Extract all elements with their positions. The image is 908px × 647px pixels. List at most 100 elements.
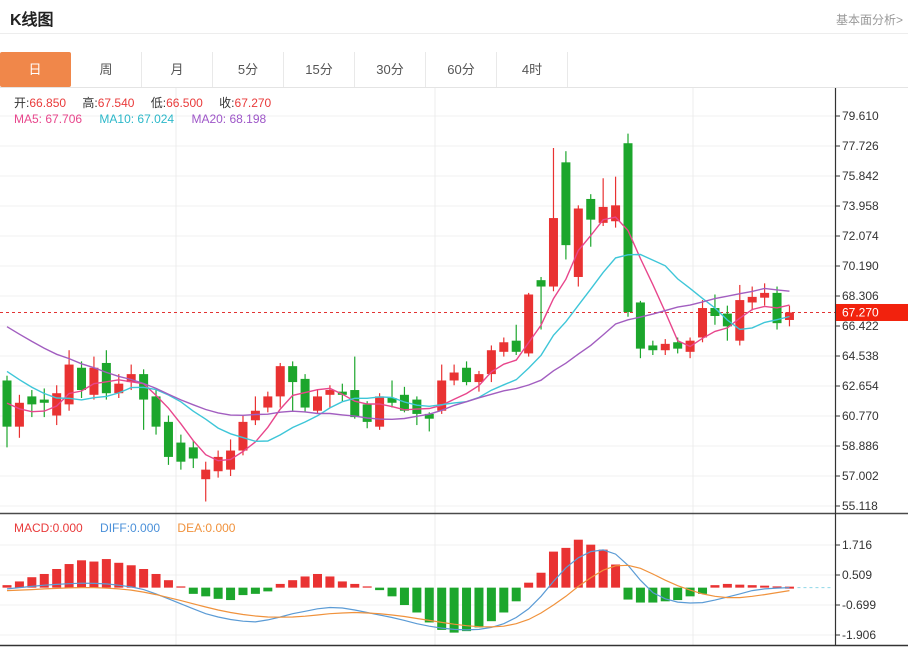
candle-body	[263, 396, 273, 408]
tab-月[interactable]: 月	[142, 52, 213, 87]
y-axis-label: 58.886	[842, 439, 879, 453]
macd-bar	[623, 587, 633, 600]
macd-bar	[710, 585, 720, 588]
macd-bar	[573, 539, 583, 588]
macd-bar	[263, 587, 273, 592]
macd-bar	[101, 559, 111, 588]
candle-body	[660, 343, 670, 351]
y-axis-label: 60.770	[842, 409, 879, 423]
macd-bar	[735, 584, 745, 588]
macd-bar	[462, 587, 472, 632]
candle-body	[474, 374, 484, 383]
diff-readout: DIFF:0.000	[100, 521, 161, 535]
macd-bar	[139, 569, 149, 588]
tab-60分[interactable]: 60分	[426, 52, 497, 87]
low-label: 低:	[150, 96, 167, 110]
macd-bar	[449, 587, 459, 633]
y-axis-label: 0.509	[842, 568, 872, 582]
candle-body	[424, 413, 434, 419]
candle-body	[735, 300, 745, 341]
macd-bar	[201, 587, 211, 597]
y-axis-label: 70.190	[842, 259, 879, 273]
macd-bar	[437, 587, 447, 630]
y-axis-label: 1.716	[842, 538, 872, 552]
candle-body	[325, 390, 335, 395]
ma20-line	[6, 287, 790, 421]
y-axis-label: -0.699	[842, 598, 876, 612]
high-value: 67.540	[97, 96, 135, 110]
candle-body	[27, 396, 37, 405]
candle-body	[313, 396, 322, 411]
macd-bar	[648, 587, 658, 603]
macd-bar	[325, 576, 335, 588]
macd-bar	[151, 573, 161, 588]
macd-bar	[213, 587, 223, 599]
candle-body	[64, 364, 74, 405]
y-axis-label: 64.538	[842, 349, 879, 363]
candle-body	[412, 399, 422, 414]
macd-bar	[275, 583, 285, 588]
candle-body	[275, 366, 285, 397]
tab-周[interactable]: 周	[71, 52, 142, 87]
y-axis-label: 68.306	[842, 289, 879, 303]
fundamental-analysis-link[interactable]: 基本面分析>	[835, 13, 903, 27]
low-value: 66.500	[166, 96, 203, 110]
ma10-readout: MA10: 67.024	[99, 112, 175, 126]
tab-4时[interactable]: 4时	[497, 52, 568, 87]
macd-bar	[524, 582, 534, 588]
dea-readout: DEA:0.000	[177, 521, 236, 535]
macd-bar	[548, 551, 558, 588]
candle-body	[188, 447, 198, 459]
ma20-readout: MA20: 68.198	[191, 112, 267, 126]
macd-bar	[586, 544, 596, 588]
close-label: 收:	[219, 96, 235, 110]
candle-body	[437, 380, 447, 411]
tab-日[interactable]: 日	[0, 52, 71, 87]
y-axis-label: 66.422	[842, 319, 879, 333]
candle-body	[648, 345, 658, 351]
macd-bar	[536, 572, 546, 588]
macd-bar	[2, 585, 12, 588]
price-marker-box	[836, 303, 908, 321]
macd-bar	[660, 587, 670, 602]
macd-readout: MACD:0.000	[14, 521, 83, 535]
candle-body	[250, 410, 260, 421]
candle-body	[635, 302, 645, 349]
y-axis-label: 57.002	[842, 469, 879, 483]
candle-body	[201, 469, 211, 480]
macd-bar	[313, 573, 322, 588]
candle-body	[524, 294, 534, 354]
candle-body	[126, 374, 136, 383]
candle-body	[101, 362, 111, 394]
y-axis-label: 79.610	[842, 109, 879, 123]
macd-bar	[188, 587, 198, 594]
macd-bar	[89, 561, 99, 588]
candle-body	[784, 312, 794, 320]
candle-body	[375, 396, 385, 427]
macd-bar	[772, 586, 782, 588]
candle-body	[89, 367, 99, 395]
macd-bar	[412, 587, 422, 613]
tab-30分[interactable]: 30分	[355, 52, 426, 87]
candle-body	[151, 396, 161, 427]
candle-body	[623, 143, 633, 313]
close-value: 67.270	[234, 96, 272, 110]
tab-5分[interactable]: 5分	[213, 52, 284, 87]
ohlc-legend: 开:66.850 高:67.540 低:66.500 收:67.270	[14, 94, 284, 111]
macd-bar	[114, 562, 124, 588]
candle-body	[561, 162, 571, 246]
candle-body	[77, 367, 87, 391]
macd-bar	[300, 576, 310, 588]
candle-body	[462, 367, 472, 383]
high-label: 高:	[82, 96, 98, 110]
candle-body	[39, 399, 49, 403]
macd-bar	[698, 587, 708, 594]
macd-bar	[511, 587, 521, 602]
tab-15分[interactable]: 15分	[284, 52, 355, 87]
header-divider	[0, 33, 908, 34]
y-axis-label: 55.118	[842, 499, 878, 513]
candle-body	[586, 198, 596, 220]
candle-body	[573, 208, 583, 277]
candle-body	[536, 280, 546, 287]
